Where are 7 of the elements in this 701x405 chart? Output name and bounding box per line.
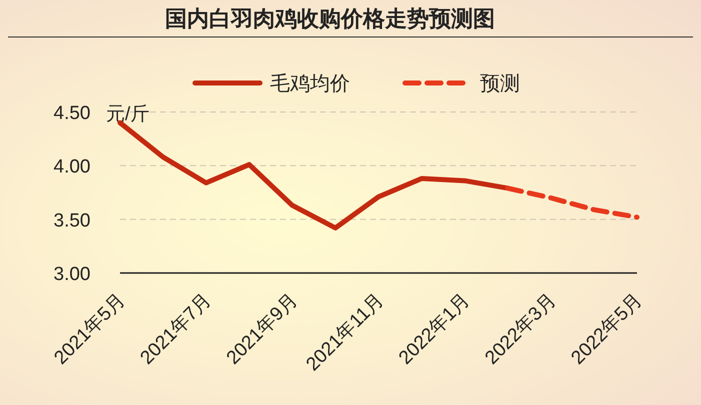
y-tick-label: 3.00 [54, 264, 90, 285]
y-tick-label: 3.50 [54, 210, 90, 232]
y-tick-label: 4.00 [54, 156, 90, 178]
legend-label: 预测 [480, 73, 520, 95]
legend-label: 毛鸡均价 [270, 73, 350, 95]
y-tick-label: 4.50 [54, 103, 90, 124]
chart-title: 国内白羽肉鸡收购价格走势预测图 [165, 6, 495, 31]
